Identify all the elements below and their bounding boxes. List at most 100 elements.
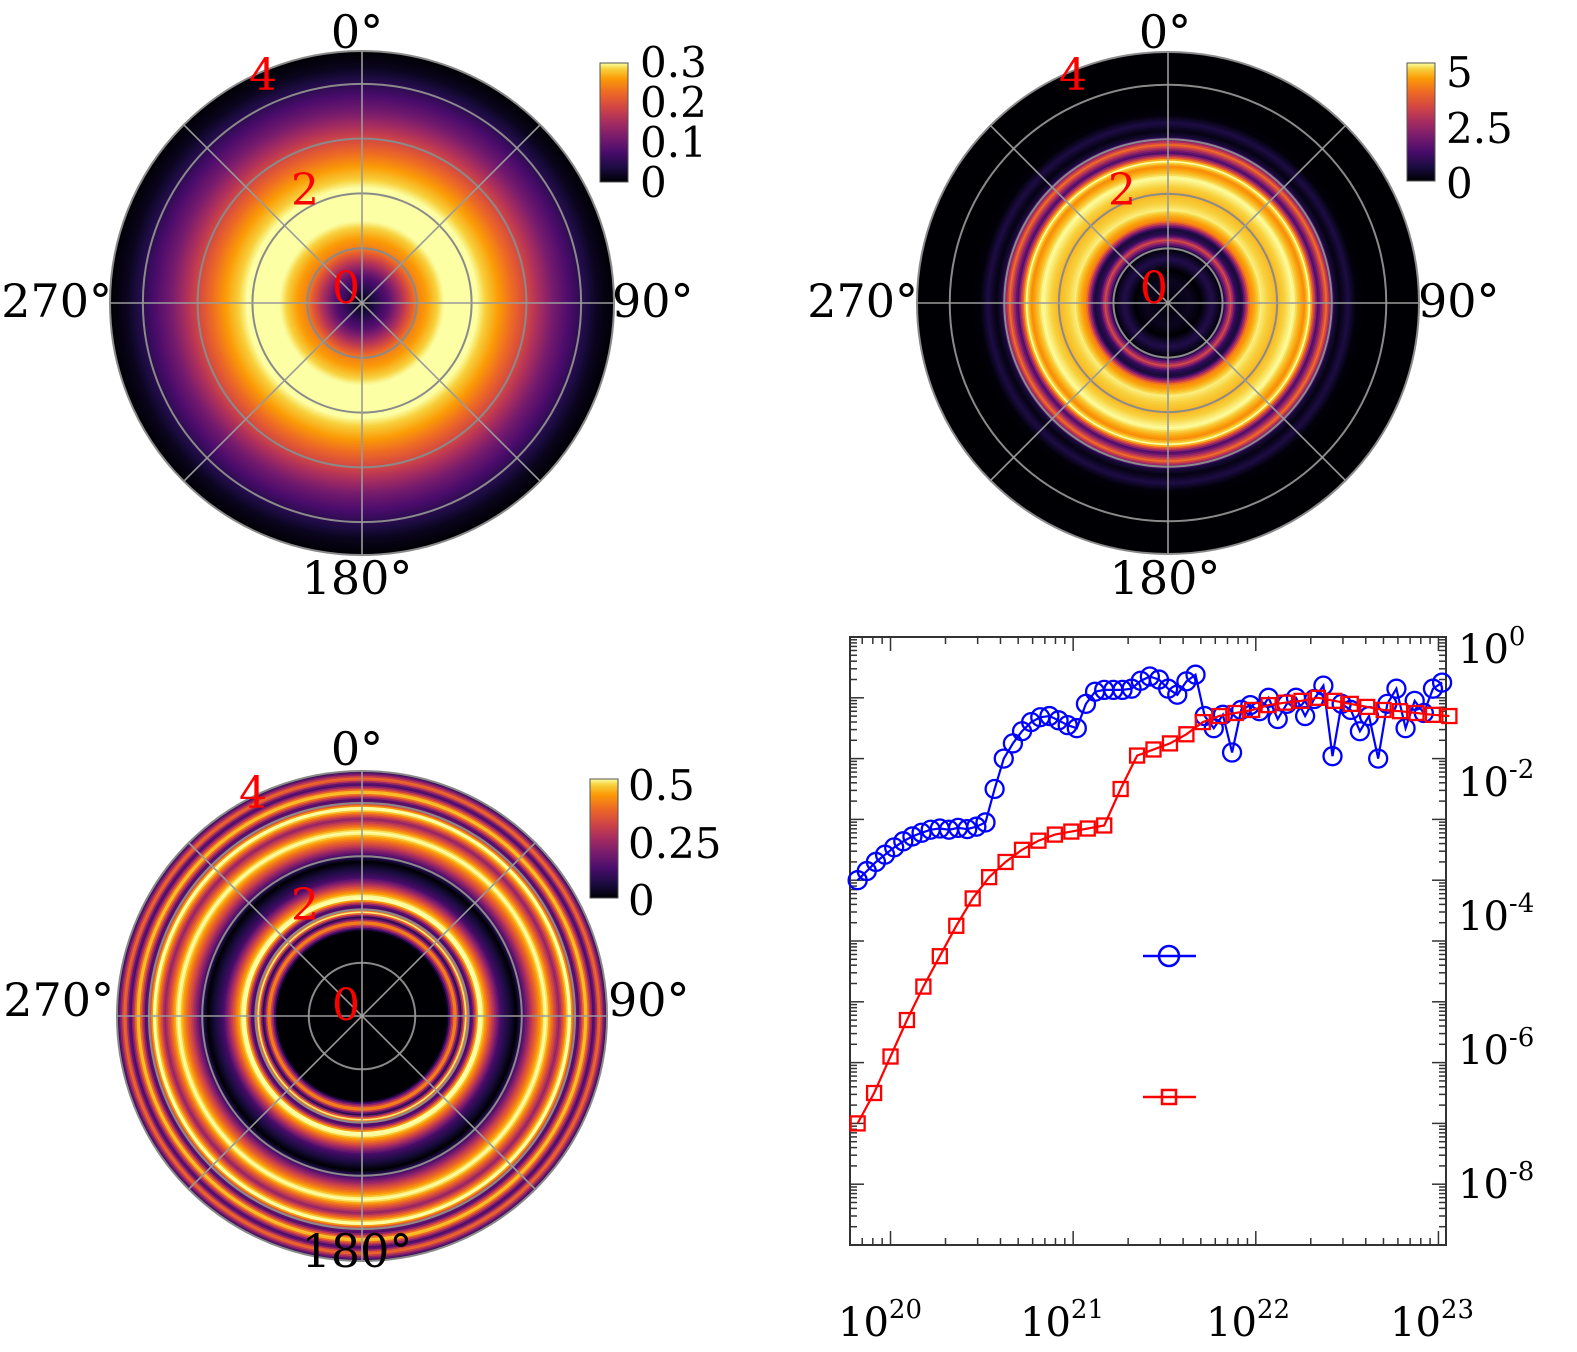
polar-2-angle-270: 270° [807, 274, 918, 328]
data-point-square [849, 1115, 866, 1132]
data-point-circle [1322, 746, 1343, 767]
x-tick-label: 1023 [1390, 1295, 1474, 1346]
legend [1143, 944, 1196, 1106]
x-tick-label: 1021 [1020, 1295, 1104, 1346]
colorbar-1-tick: 0 [640, 158, 667, 207]
data-point-square [1260, 696, 1277, 714]
colorbar-1-ticks: 0.3 0.2 0.1 0 [640, 38, 707, 207]
data-point-square [1046, 826, 1064, 843]
polar-3-angle-0: 0° [331, 722, 383, 776]
data-point-square [1276, 694, 1294, 711]
polar-2-angle-0: 0° [1139, 5, 1191, 59]
data-point-circle [1221, 742, 1243, 763]
data-point-square [1128, 747, 1146, 764]
polar-panel-1: 0° 90° 180° 270° 0 2 4 0.3 0.2 0.1 0 [1, 5, 707, 605]
polar-2-grid [916, 51, 1420, 555]
y-tick-label: 100 [1458, 622, 1525, 673]
polar-2-labels: 0° 90° 180° 270° 0 2 4 [807, 5, 1499, 605]
polar-3-angle-90: 90° [608, 973, 690, 1027]
data-point-circle [966, 816, 987, 837]
y-tick-label: 10-6 [1458, 1023, 1534, 1074]
x-tick-labels: 1020 1021 1022 1023 [838, 1295, 1474, 1346]
data-point-circle [1057, 715, 1078, 736]
polar-1-grid [109, 50, 615, 556]
polar-1-angle-0: 0° [331, 5, 383, 59]
data-point-square [882, 1048, 899, 1065]
data-point-circle [1386, 678, 1407, 699]
colorbar-1-tick: 0.3 [640, 38, 707, 87]
colorbar-2-scale [1406, 62, 1436, 182]
data-point-square [1243, 701, 1261, 719]
data-point-circle [911, 822, 932, 843]
data-point-square [1309, 689, 1327, 706]
colorbar-2-tick: 2.5 [1446, 104, 1513, 153]
data-point-square [1178, 726, 1195, 743]
data-point-square [1161, 735, 1179, 752]
data-point-square [931, 948, 948, 965]
data-point-square [1194, 713, 1211, 731]
data-point-square [980, 869, 998, 886]
data-point-square [1375, 701, 1392, 719]
colorbar-2-tick: 0 [1446, 159, 1473, 208]
polar-panel-3: 0° 90° 180° 270° 0 2 4 0.5 0.25 0 [3, 722, 721, 1278]
legend-marker-square [1160, 1088, 1178, 1106]
y-tick-label: 10-4 [1458, 889, 1534, 940]
series-line-red [856, 696, 1450, 1124]
x-tick-label: 1022 [1206, 1295, 1290, 1346]
data-point-square [1424, 706, 1442, 723]
polar-3-angle-180: 180° [302, 1224, 413, 1278]
data-point-circle [993, 748, 1014, 769]
colorbar-1: 0.3 0.2 0.1 0 [599, 38, 707, 207]
polar-3-rtick-4: 4 [239, 768, 267, 819]
data-point-square [948, 917, 965, 934]
data-point-square [1096, 817, 1113, 834]
data-point-circle [975, 812, 996, 833]
polar-2-rtick-4: 4 [1059, 50, 1087, 101]
data-point-square [1293, 692, 1310, 709]
polar-1-angle-90: 90° [612, 274, 694, 328]
colorbar-3-tick: 0.25 [628, 819, 722, 868]
loglog-panel: 1020 1021 1022 1023 100 10-2 10-4 10-6 1… [838, 622, 1534, 1346]
data-point-circle [1431, 672, 1453, 693]
data-point-square [1391, 703, 1409, 720]
polar-3-rtick-2: 2 [291, 880, 319, 931]
data-point-square [997, 853, 1014, 871]
polar-3-rtick-0: 0 [332, 980, 360, 1031]
polar-1-labels: 0° 90° 180° 270° 0 2 4 [1, 5, 693, 605]
colorbar-3-tick: 0.5 [628, 761, 695, 810]
data-point-square [1408, 704, 1425, 722]
data-point-circle [984, 778, 1005, 800]
data-point-square [1342, 695, 1359, 713]
plot-series [847, 664, 1458, 1132]
colorbar-3-ticks: 0.5 0.25 0 [628, 761, 722, 925]
data-point-square [1063, 823, 1080, 840]
polar-1-rtick-4: 4 [249, 50, 277, 101]
polar-1-rtick-2: 2 [291, 165, 319, 216]
data-point-square [964, 890, 981, 907]
colorbar-1-tick: 0.2 [640, 78, 707, 127]
polar-panel-2: 0° 90° 180° 270° 0 2 4 5 2.5 0 [807, 5, 1513, 605]
polar-2-rtick-0: 0 [1140, 263, 1168, 314]
colorbar-2-ticks: 5 2.5 0 [1446, 48, 1513, 208]
colorbar-1-tick: 0.1 [640, 118, 707, 167]
polar-3-grid [116, 770, 608, 1262]
data-point-circle [957, 818, 978, 840]
data-point-square [1227, 704, 1244, 722]
data-point-square [1359, 698, 1376, 716]
data-point-square [898, 1011, 916, 1029]
data-point-circle [1139, 666, 1161, 687]
polar-3-angle-270: 270° [3, 973, 114, 1027]
data-point-circle [902, 826, 923, 847]
data-point-square [1441, 707, 1458, 725]
data-point-square [915, 978, 932, 995]
polar-1-rtick-0: 0 [332, 263, 360, 314]
grid-spoke [188, 842, 536, 1190]
data-point-square [1030, 832, 1047, 849]
x-tick-label: 1020 [838, 1295, 922, 1346]
grid-spoke [989, 124, 1347, 482]
data-point-square [1145, 741, 1162, 758]
polar-3-labels: 0° 90° 180° 270° 0 2 4 [3, 722, 689, 1278]
colorbar-2: 5 2.5 0 [1406, 48, 1513, 208]
polar-1-angle-180: 180° [302, 551, 413, 605]
